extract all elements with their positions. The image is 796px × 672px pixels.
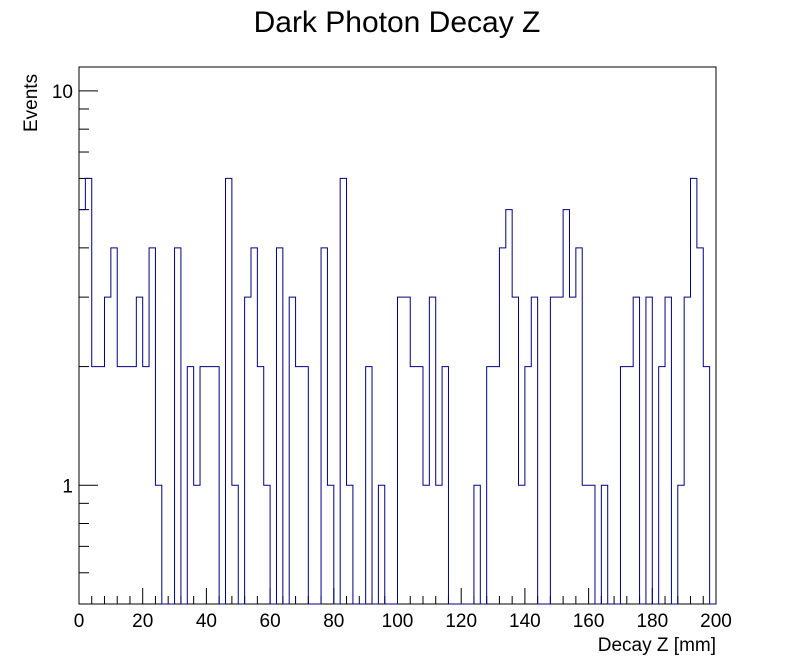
- histogram-bin: [366, 367, 372, 604]
- histogram-bin: [557, 297, 563, 604]
- histogram-bin: [665, 297, 671, 604]
- histogram-bin: [493, 367, 499, 604]
- x-tick-label: 40: [196, 611, 217, 632]
- histogram-bin: [582, 485, 588, 604]
- histogram-bin: [149, 248, 155, 604]
- histogram-bin: [410, 367, 416, 604]
- histogram-bin: [130, 367, 136, 604]
- histogram-bin: [206, 367, 212, 604]
- histogram-bin: [378, 485, 384, 604]
- histogram-bin: [226, 178, 232, 604]
- histogram-bin: [289, 297, 295, 604]
- x-tick-label: 120: [445, 611, 477, 632]
- histogram-bin: [187, 367, 193, 604]
- histogram-bin: [124, 367, 130, 604]
- x-tick-label: 0: [74, 611, 85, 632]
- histogram-bin: [321, 248, 327, 604]
- histogram-bin: [404, 297, 410, 604]
- histogram-bin: [104, 297, 110, 604]
- y-tick-label: 10: [52, 82, 73, 103]
- histogram-bin: [417, 367, 423, 604]
- x-tick-label: 60: [260, 611, 281, 632]
- histogram-bin: [576, 248, 582, 604]
- histogram-bin: [213, 367, 219, 604]
- histogram-bin: [302, 367, 308, 604]
- histogram-bin: [627, 367, 633, 604]
- histogram-bin: [487, 367, 493, 604]
- histogram-bin: [194, 485, 200, 604]
- histogram-bin: [155, 485, 161, 604]
- histogram-bin: [276, 248, 282, 604]
- histogram-bin: [512, 297, 518, 604]
- histogram-bin: [697, 248, 703, 604]
- histogram-bin: [519, 485, 525, 604]
- x-tick-label: 180: [636, 611, 668, 632]
- histogram-bin: [691, 178, 697, 604]
- histogram-bin: [563, 210, 569, 604]
- y-axis: 1 10: [52, 82, 98, 605]
- histogram-bin: [703, 367, 709, 604]
- histogram-bin: [646, 297, 652, 604]
- y-tick-label: 1: [62, 476, 73, 497]
- histogram-bin: [232, 485, 238, 604]
- histogram-bin: [601, 485, 607, 604]
- histogram-bin: [678, 485, 684, 604]
- histogram-bin: [251, 248, 257, 604]
- x-tick-label: 100: [382, 611, 414, 632]
- histogram-bin: [79, 210, 85, 604]
- histogram-bin: [423, 485, 429, 604]
- histogram-bin: [474, 485, 480, 604]
- histogram-bin: [85, 178, 91, 604]
- histogram-bin: [117, 367, 123, 604]
- x-axis: 0 20 40 60 80 100 120 140 160 180 200: [74, 588, 732, 632]
- histogram-bin: [296, 367, 302, 604]
- histogram-bin: [175, 248, 181, 604]
- histogram-bin: [659, 367, 665, 604]
- histogram-bins: [79, 178, 710, 604]
- histogram-bin: [327, 485, 333, 604]
- histogram-bin: [569, 297, 575, 604]
- y-axis-label: Events: [21, 74, 42, 132]
- histogram-bin: [550, 297, 556, 604]
- x-tick-label: 20: [132, 611, 153, 632]
- histogram-bin: [245, 297, 251, 604]
- histogram-bin: [136, 297, 142, 604]
- histogram-bin: [264, 485, 270, 604]
- histogram-bin: [506, 210, 512, 604]
- x-axis-label: Decay Z [mm]: [598, 635, 716, 656]
- histogram-bin: [257, 367, 263, 604]
- histogram-bin: [200, 367, 206, 604]
- histogram-bin: [499, 248, 505, 604]
- histogram-bin: [340, 178, 346, 604]
- chart-title: Dark Photon Decay Z: [254, 6, 541, 39]
- histogram-bin: [143, 367, 149, 604]
- x-tick-label: 140: [509, 611, 541, 632]
- histogram-bin: [684, 297, 690, 604]
- histogram-bin: [633, 297, 639, 604]
- histogram-outline: [79, 177, 716, 605]
- histogram-bin: [429, 297, 435, 604]
- histogram-bin: [111, 248, 117, 604]
- histogram-bin: [398, 297, 404, 604]
- histogram-bin: [98, 367, 104, 604]
- histogram-bin: [347, 485, 353, 604]
- x-tick-label: 80: [323, 611, 344, 632]
- histogram-bin: [442, 367, 448, 604]
- histogram-bin: [531, 297, 537, 604]
- histogram-bin: [589, 485, 595, 604]
- x-tick-label: 200: [700, 611, 732, 632]
- x-tick-label: 160: [573, 611, 605, 632]
- histogram-bin: [525, 367, 531, 604]
- histogram-bin: [436, 485, 442, 604]
- histogram-bin: [620, 367, 626, 604]
